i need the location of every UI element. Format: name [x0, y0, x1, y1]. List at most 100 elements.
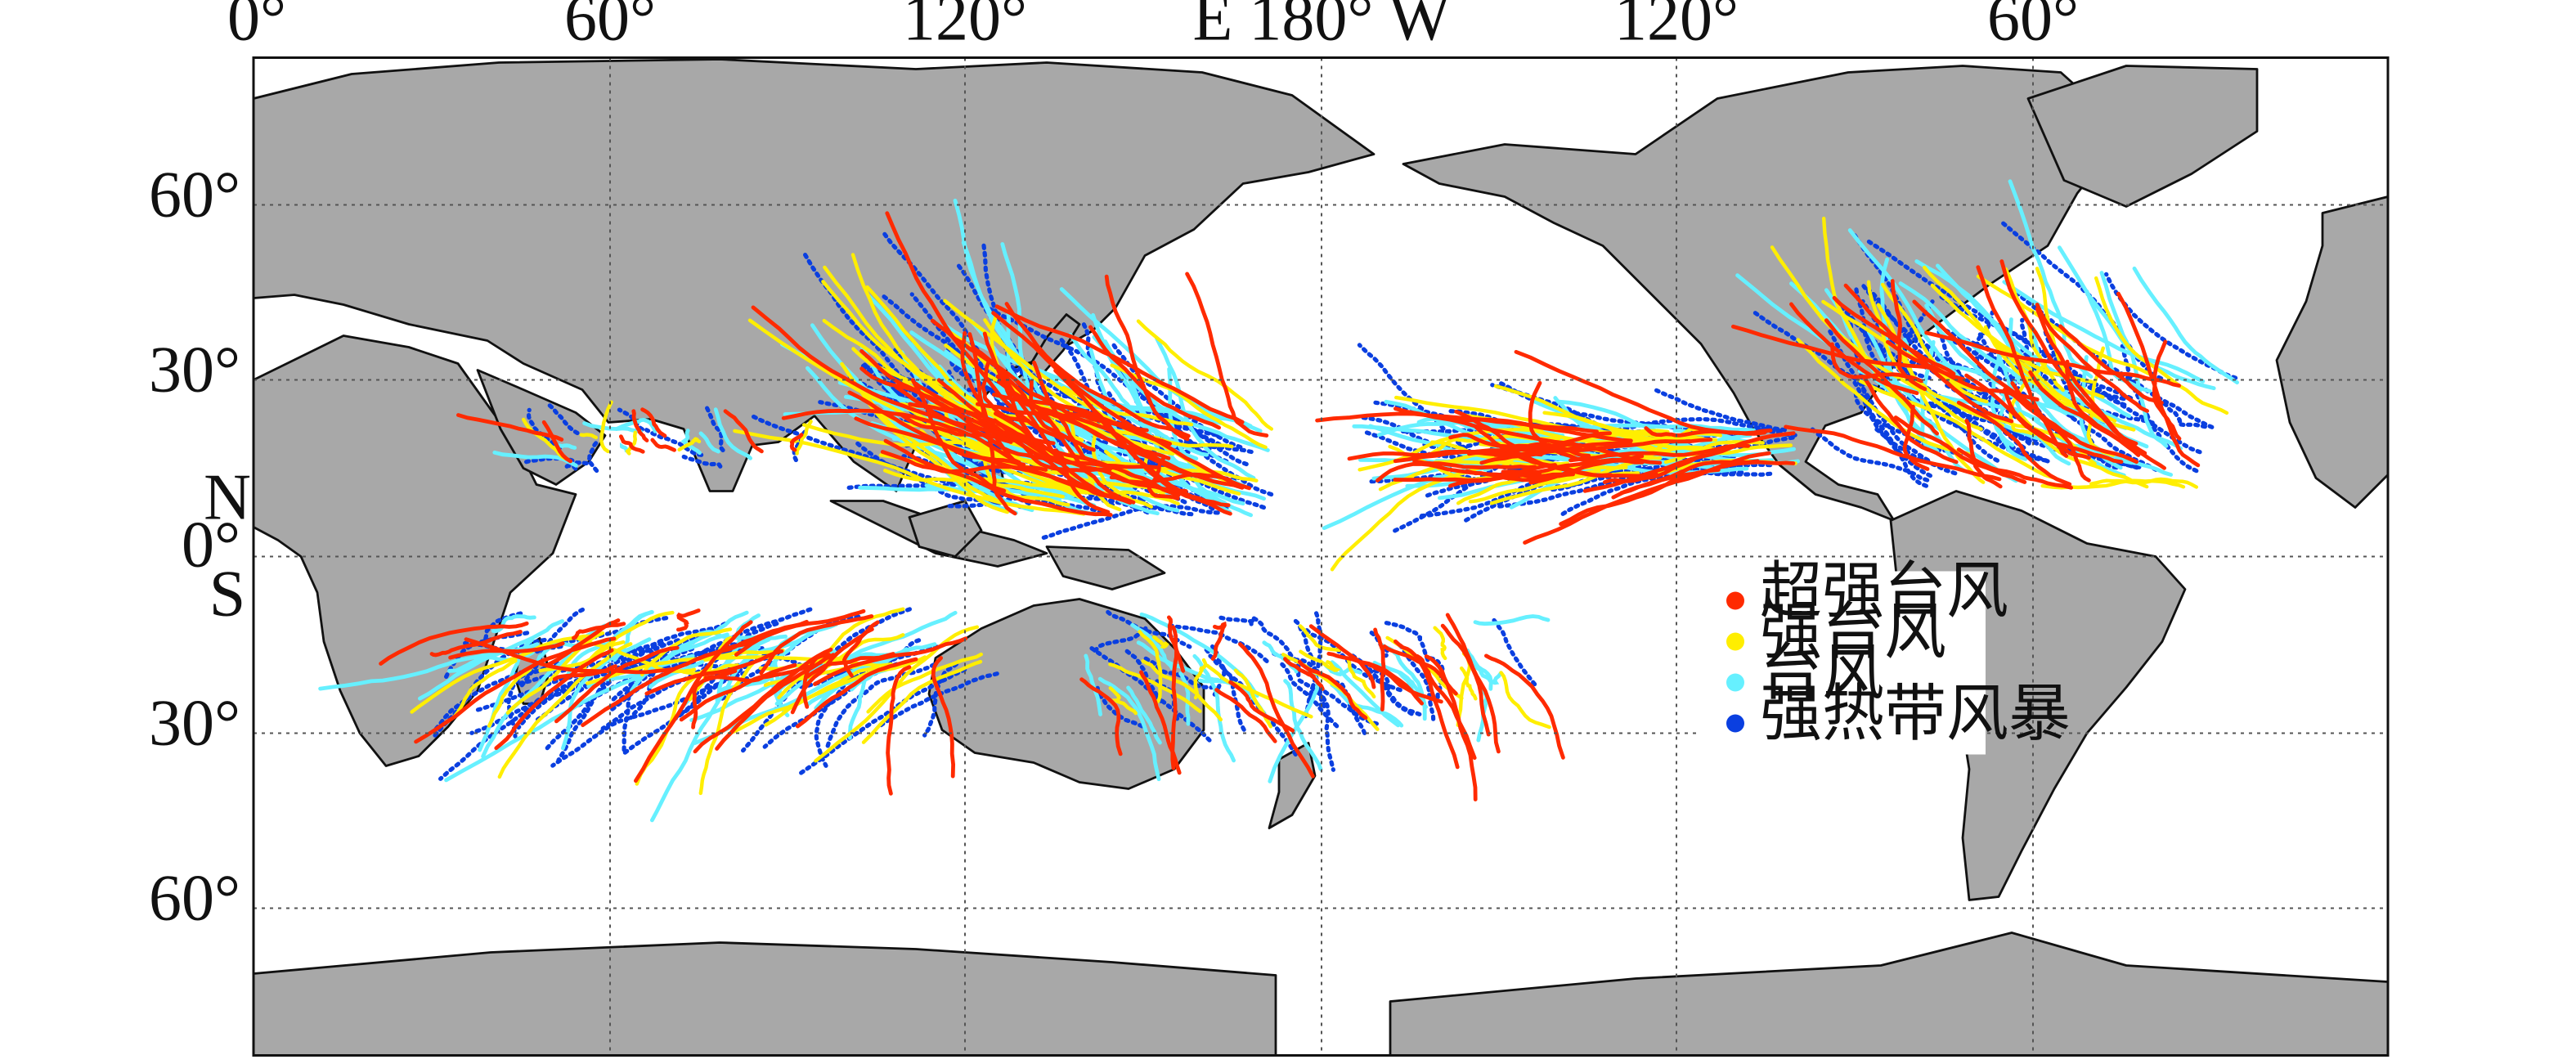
cyclone-track — [1170, 625, 1179, 770]
cyclone-track — [1104, 274, 1190, 442]
legend-label-typhoon: 台风 — [1760, 636, 1884, 709]
cyclone-track — [429, 630, 523, 658]
cyclone-track — [2008, 361, 2048, 437]
cyclone-track — [1178, 671, 1191, 726]
cyclone-track — [1956, 447, 2073, 490]
cyclone-track — [1412, 459, 1537, 470]
cyclone-track — [1124, 649, 1164, 704]
cyclone-track — [2079, 355, 2123, 470]
cyclone-track — [1394, 395, 1650, 443]
cyclone-track — [886, 665, 912, 796]
cyclone-track — [522, 417, 568, 461]
cyclone-track — [1492, 617, 1539, 689]
cyclone-track — [1473, 662, 1503, 685]
cyclone-track — [1784, 424, 2002, 482]
cyclone-track — [1454, 409, 1568, 453]
cyclone-track — [1912, 299, 2074, 440]
australia-landmass — [927, 598, 1205, 790]
cyclone-track — [877, 671, 999, 729]
cyclone-track — [1089, 646, 1214, 744]
cyclone-track — [506, 661, 561, 739]
cyclone-track — [1084, 653, 1102, 716]
cyclone-track — [859, 366, 1000, 431]
cyclone-track — [1283, 657, 1325, 691]
cyclone-track — [703, 664, 810, 683]
cyclone-track — [1539, 438, 1713, 453]
cyclone-track — [1473, 614, 1551, 626]
cyclone-track — [1373, 627, 1386, 712]
cyclone-track — [1923, 265, 2054, 377]
cyclone-track — [878, 453, 1065, 499]
cyclone-track — [1193, 658, 1208, 700]
cyclone-track — [586, 439, 599, 474]
top-tick-label: 60° — [1987, 0, 2079, 55]
cyclone-track — [1832, 295, 1956, 376]
cyclone-track — [880, 450, 1048, 474]
cyclone-track — [1141, 659, 1223, 722]
cyclone-track — [1330, 455, 1524, 572]
legend-label-super-typhoon: 超强台风 — [1760, 554, 2008, 627]
cyclone-track — [1994, 372, 2049, 400]
cyclone-track — [1448, 433, 1530, 449]
cyclone-track — [796, 657, 918, 729]
cyclone-track — [1317, 685, 1379, 726]
cyclone-track — [2034, 398, 2134, 465]
cyclone-track — [1303, 611, 1323, 720]
cyclone-track — [541, 420, 572, 464]
top-tick-label: 0° — [227, 0, 286, 55]
cyclone-track — [1238, 642, 1315, 779]
cyclone-track — [994, 304, 1245, 424]
cyclone-track — [494, 648, 614, 751]
cyclone-track — [1130, 622, 1174, 671]
cyclone-track — [561, 637, 652, 751]
cyclone-track — [1228, 680, 1295, 733]
cyclone-track — [999, 366, 1124, 501]
cyclone-track — [379, 621, 529, 666]
antarctica-west-landmass — [1389, 932, 2388, 1056]
cyclone-track — [715, 653, 836, 751]
cyclone-track — [2116, 291, 2201, 468]
cyclone-track — [1938, 294, 2134, 401]
cyclone-track — [970, 319, 1245, 506]
cyclone-track — [1499, 671, 1551, 730]
cyclone-track — [1097, 676, 1161, 782]
cyclone-track — [698, 660, 756, 796]
cyclone-track — [1110, 363, 1268, 450]
cyclone-track — [1890, 279, 1928, 392]
cyclone-track — [1032, 360, 1113, 470]
cyclone-track — [635, 669, 705, 786]
cyclone-track — [1465, 469, 1575, 483]
cyclone-track — [790, 627, 874, 715]
cyclone-track — [1147, 456, 1180, 501]
map-frame — [252, 56, 2390, 1057]
top-tick-label: E 180° W — [1193, 0, 1451, 55]
cyclone-track — [677, 437, 702, 452]
cyclone-tracks — [318, 179, 2239, 823]
cyclone-track — [2152, 339, 2182, 441]
cyclone-track — [713, 407, 752, 460]
cyclone-track — [751, 305, 1007, 440]
cyclone-track — [1460, 666, 1478, 701]
top-tick-label: 60° — [564, 0, 656, 55]
cyclone-track — [680, 429, 702, 456]
arabia-landmass — [476, 369, 607, 486]
cyclone-track — [644, 649, 784, 696]
cyclone-track — [1298, 624, 1342, 653]
borneo-landmass — [908, 500, 983, 558]
cyclone-track — [625, 430, 638, 456]
cyclone-track — [640, 407, 667, 438]
cyclone-track — [976, 402, 1199, 478]
cyclone-track — [1902, 404, 1930, 471]
legend-label-severe-tropical-storm: 强热带风暴 — [1760, 677, 2071, 750]
cyclone-track — [1514, 349, 1767, 436]
cyclone-track — [1731, 324, 1966, 382]
cyclone-track — [1366, 667, 1418, 718]
cyclone-track — [563, 463, 578, 471]
cyclone-track — [1809, 425, 1930, 483]
cyclone-track — [795, 420, 813, 456]
cyclone-track — [1445, 613, 1501, 754]
cyclone-track — [813, 636, 968, 686]
cyclone-track — [1484, 653, 1565, 760]
left-axis: 60° 30° N 0° S 30° 60° — [149, 159, 251, 935]
